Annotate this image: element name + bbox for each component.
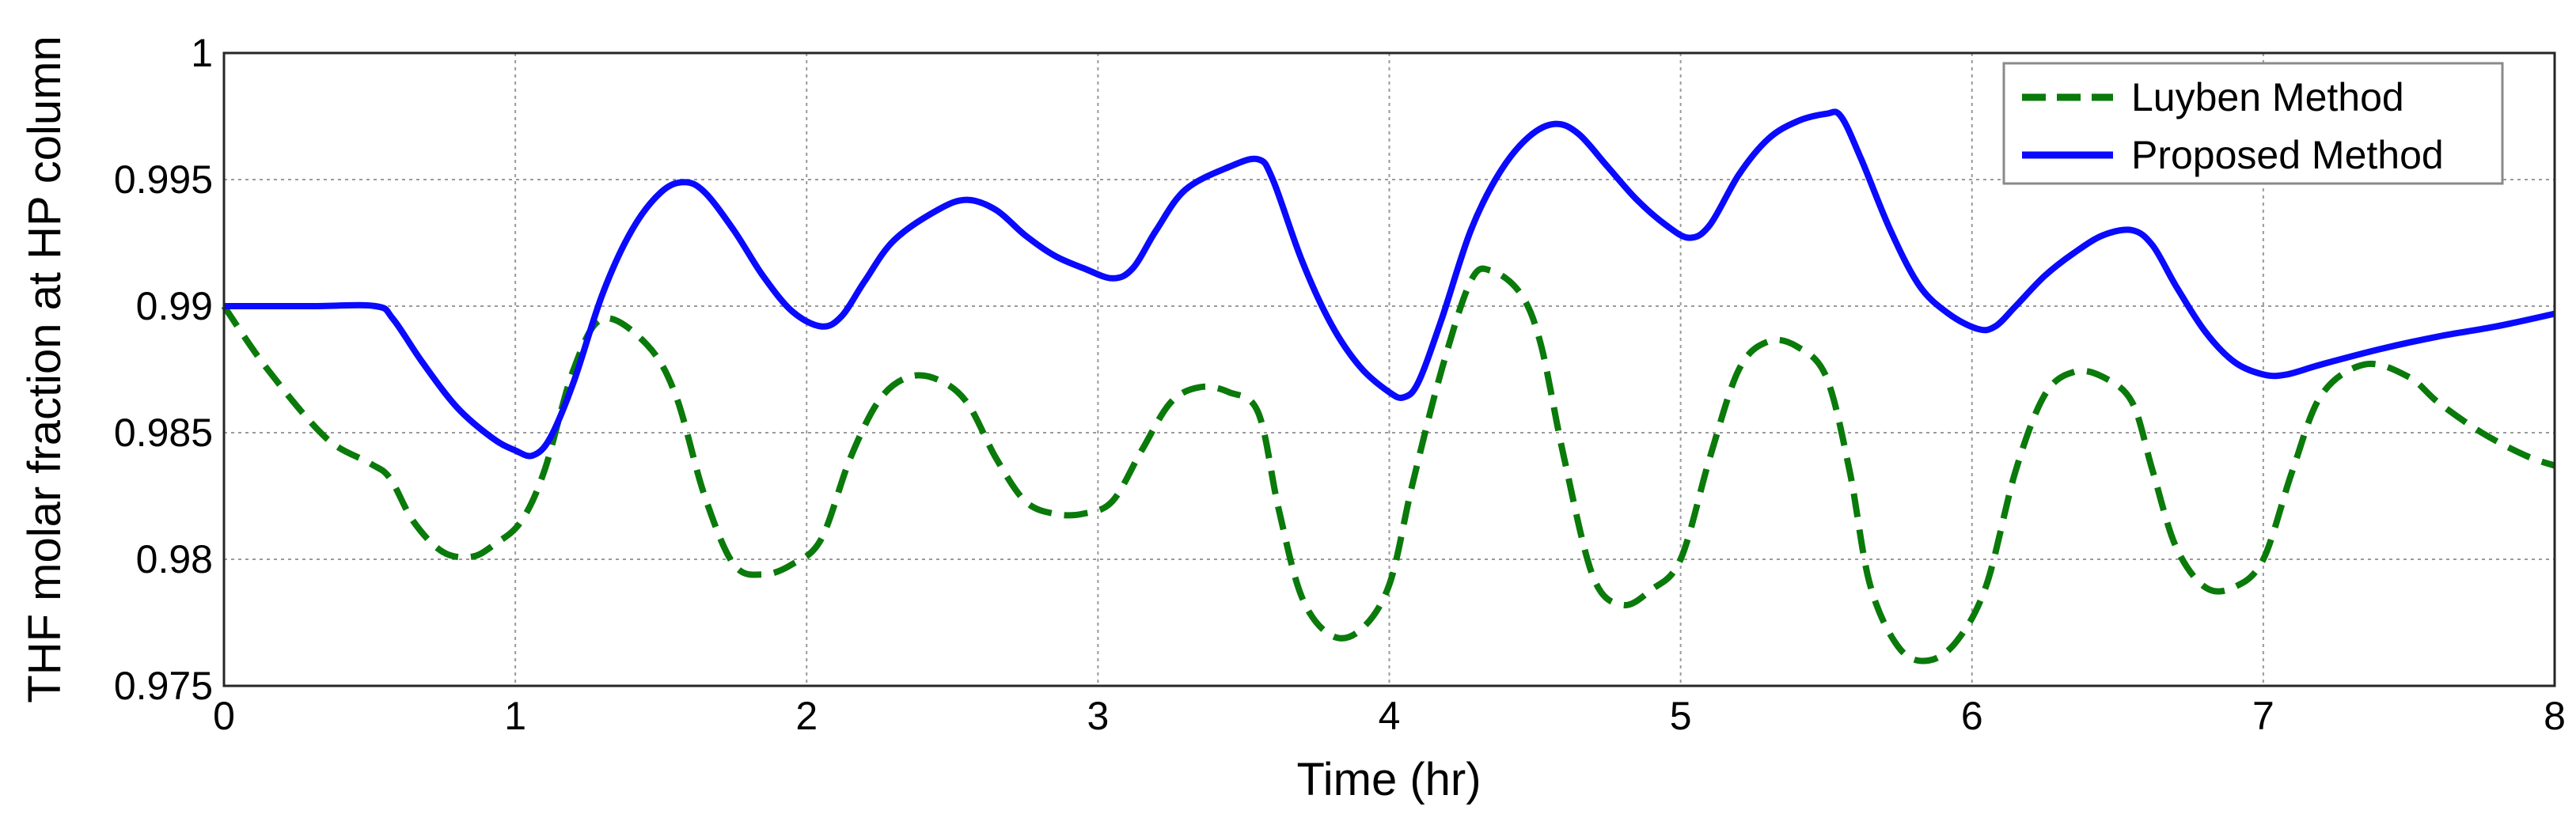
series-line-luyben-method xyxy=(221,265,2556,665)
y-tick-label: 0.99 xyxy=(136,284,213,328)
legend: Luyben Method Proposed Method xyxy=(2002,62,2504,185)
x-tick-label: 2 xyxy=(795,694,818,738)
legend-label-luyben: Luyben Method xyxy=(2131,75,2404,119)
y-tick-label: 0.975 xyxy=(114,664,213,708)
legend-box xyxy=(2002,62,2504,185)
y-tick-label: 1 xyxy=(191,31,213,75)
y-tick-label: 0.995 xyxy=(114,157,213,202)
y-tick-label: 0.98 xyxy=(136,537,213,581)
x-tick-labels: 0 1 2 3 4 5 6 7 8 xyxy=(213,694,2566,738)
x-tick-label: 4 xyxy=(1379,694,1401,738)
x-tick-label: 5 xyxy=(1670,694,1692,738)
x-tick-label: 8 xyxy=(2544,694,2566,738)
x-axis-label: Time (hr) xyxy=(1296,754,1481,805)
y-tick-labels: 0.975 0.98 0.985 0.99 0.995 1 xyxy=(114,31,213,708)
x-tick-label: 1 xyxy=(504,694,526,738)
y-tick-label: 0.985 xyxy=(114,411,213,455)
x-tick-label: 0 xyxy=(213,694,235,738)
x-tick-label: 6 xyxy=(1961,694,1983,738)
plot-area-frame xyxy=(222,51,2556,687)
y-axis-label: THF molar fraction at HP column xyxy=(19,36,70,702)
legend-label-proposed: Proposed Method xyxy=(2131,133,2444,177)
series-line-proposed-method xyxy=(223,108,2555,460)
x-tick-label: 3 xyxy=(1087,694,1109,738)
series-lines xyxy=(221,108,2556,665)
x-tick-label: 7 xyxy=(2252,694,2274,738)
